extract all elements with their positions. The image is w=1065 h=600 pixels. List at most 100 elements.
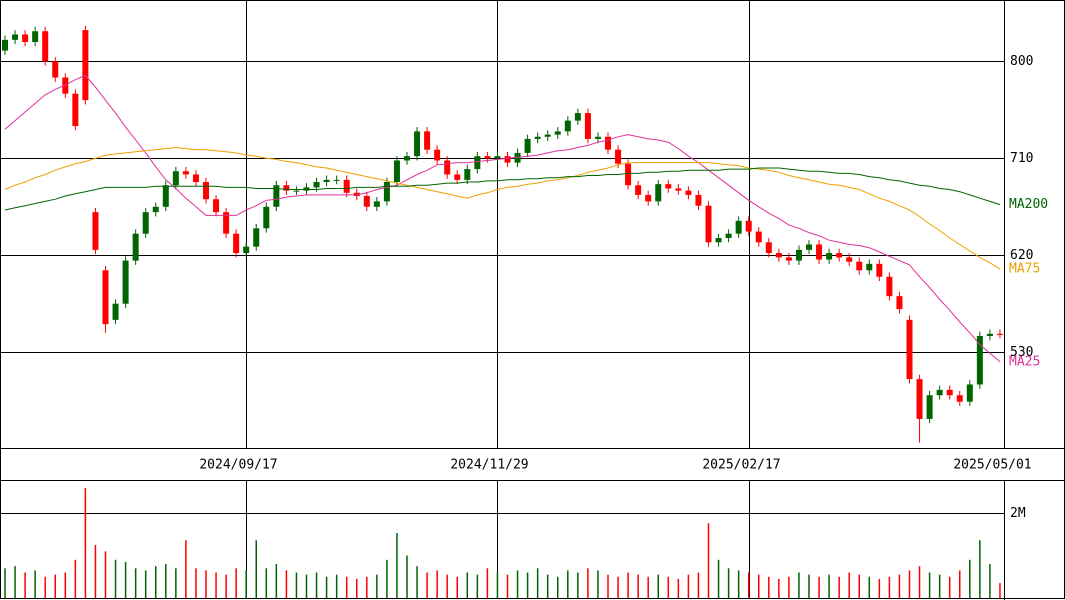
candle-body <box>192 174 199 182</box>
y-tick-label: 710 <box>1010 151 1033 166</box>
candle-body <box>936 389 943 396</box>
candle-body <box>142 212 149 234</box>
volume-bar <box>4 568 6 598</box>
candle-body <box>695 194 702 206</box>
candle-body <box>725 233 732 238</box>
candle-body <box>323 179 330 182</box>
candle-body <box>886 276 893 297</box>
volume-bar <box>466 572 469 598</box>
volume-bar <box>808 574 810 598</box>
candle-body <box>524 138 531 153</box>
volume-bar <box>124 561 127 598</box>
candle-body <box>82 30 89 101</box>
volume-bar <box>657 574 659 598</box>
candle-body <box>112 303 119 320</box>
volume-bar <box>24 572 26 598</box>
candle-body <box>615 149 622 164</box>
candle-body <box>182 171 189 175</box>
candle-body <box>72 93 79 126</box>
volume-bar <box>155 566 157 598</box>
candle-body <box>554 131 561 135</box>
volume-bar <box>737 570 740 598</box>
candle-body <box>494 156 501 159</box>
candle-body <box>504 156 511 163</box>
candle-body <box>785 257 792 261</box>
candle-body <box>896 296 903 310</box>
volume-bar <box>577 572 579 598</box>
volume-bar <box>245 570 247 598</box>
volume-bar <box>496 572 499 598</box>
candle-body <box>856 261 863 271</box>
y-tick-label: 530 <box>1010 345 1033 360</box>
volume-bar <box>979 540 981 598</box>
candle-body <box>454 174 461 180</box>
candle-body <box>233 233 240 254</box>
candle-body <box>343 179 350 193</box>
candle-body <box>172 171 179 186</box>
candle-body <box>243 246 250 254</box>
candle-body <box>906 319 913 380</box>
volume-bar <box>828 574 830 598</box>
x-tick-label: 2025/02/17 <box>702 458 780 473</box>
volume-bar <box>989 564 991 598</box>
candle-body <box>353 192 360 196</box>
candle-body <box>313 182 320 188</box>
candle-body <box>625 163 632 186</box>
candle-body <box>253 228 260 247</box>
candle-body <box>464 169 471 180</box>
volume-bar <box>185 540 187 598</box>
volume-bar <box>687 574 690 598</box>
candle-body <box>92 212 99 250</box>
candle-body <box>866 263 873 271</box>
candle-body <box>424 131 431 150</box>
volume-bar <box>959 570 961 598</box>
candle-body <box>605 136 611 150</box>
volume-bar <box>456 576 458 598</box>
candle-body <box>52 61 59 78</box>
volume-bar <box>546 574 549 598</box>
volume-bar <box>215 572 217 598</box>
candle-body <box>996 333 1003 335</box>
candle-body <box>956 395 963 402</box>
volume-bar <box>265 568 268 598</box>
candle-body <box>514 152 521 163</box>
candle-body <box>926 395 933 419</box>
volume-bar <box>175 568 177 598</box>
volume-bar <box>345 576 348 598</box>
volume-bar <box>195 568 197 598</box>
x-tick-label: 2024/09/17 <box>199 458 277 473</box>
volume-bar <box>426 572 428 598</box>
volume-bar <box>486 568 489 598</box>
volume-bar <box>476 574 479 598</box>
volume-bar <box>356 578 358 598</box>
volume-bar <box>858 574 860 598</box>
candle-body <box>816 244 823 260</box>
volume-bar <box>446 574 448 598</box>
volume-bar <box>868 576 871 598</box>
candle-body <box>373 201 380 207</box>
volume-bar <box>637 574 639 598</box>
candle-body <box>916 379 923 419</box>
candle-body <box>534 136 541 139</box>
candle-body <box>635 185 642 195</box>
candle-body <box>283 185 290 191</box>
candle-body <box>32 31 39 42</box>
volume-bar <box>778 578 780 598</box>
candle-body <box>655 184 662 202</box>
volume-bar <box>677 578 680 598</box>
volume-bar <box>557 576 559 598</box>
candle-body <box>474 156 481 170</box>
y-tick-label: 620 <box>1010 248 1033 263</box>
volume-bar <box>607 574 609 598</box>
candle-body <box>675 188 682 191</box>
candle-body <box>826 253 833 260</box>
candle-body <box>735 220 742 234</box>
candle-body <box>203 182 209 200</box>
volume-bar <box>366 576 368 598</box>
candle-body <box>584 113 591 139</box>
volume-bar <box>717 559 720 598</box>
volume-bar <box>697 572 700 598</box>
candle-body <box>22 34 29 42</box>
volume-bar <box>878 578 881 598</box>
